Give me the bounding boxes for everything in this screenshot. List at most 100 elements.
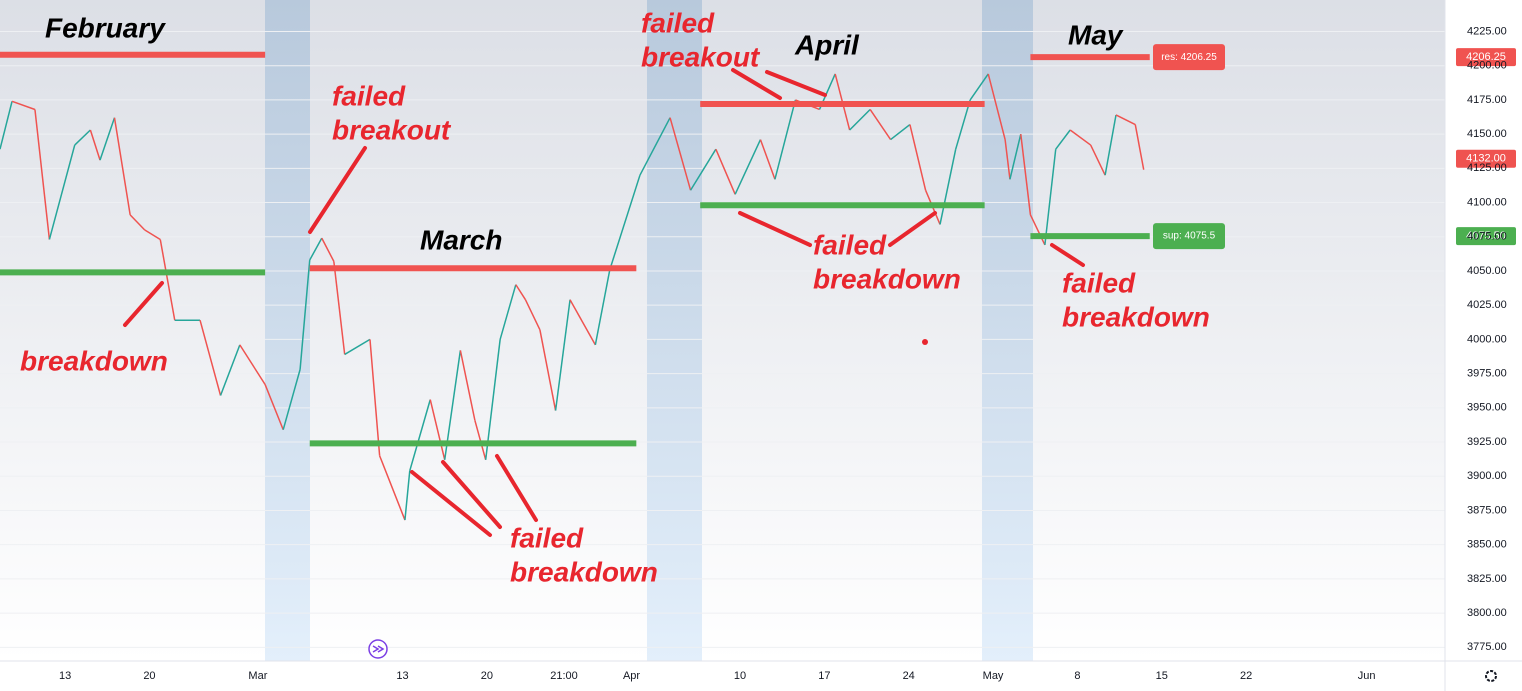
- marker-dot: [922, 339, 928, 345]
- month-band: [647, 0, 702, 661]
- price-segment: [734, 139, 762, 195]
- price-segment: [239, 344, 266, 385]
- axis-price-box: [1456, 48, 1516, 67]
- price-segment: [969, 73, 989, 101]
- price-segment: [219, 344, 241, 396]
- price-segment: [333, 261, 346, 355]
- price-segment: [869, 109, 892, 141]
- month-band: [265, 0, 310, 661]
- annotation: breakout: [641, 41, 761, 72]
- annotation: failed: [641, 7, 715, 38]
- x-tick-label: 17: [818, 670, 830, 682]
- month-band: [982, 0, 1033, 661]
- settings-icon[interactable]: [1485, 670, 1497, 682]
- price-segment: [429, 399, 446, 461]
- y-tick-label: 3850.00: [1467, 539, 1507, 551]
- price-segment: [774, 99, 797, 180]
- price-segment: [1029, 214, 1046, 246]
- price-segment: [11, 100, 36, 111]
- price-segment: [890, 123, 911, 141]
- y-tick-label: 4125.00: [1467, 162, 1507, 174]
- y-tick-label: 4100.00: [1467, 196, 1507, 208]
- price-segment: [0, 101, 13, 150]
- x-tick-label: 24: [903, 670, 915, 682]
- price-segment: [849, 108, 871, 131]
- price-segment: [594, 269, 611, 346]
- price-segment: [1069, 129, 1092, 146]
- price-segment: [459, 350, 476, 421]
- price-segment: [1020, 134, 1032, 215]
- y-tick-label: 4200.00: [1467, 60, 1507, 72]
- price-segment: [554, 299, 571, 411]
- price-segment: [321, 237, 335, 262]
- price-segment: [299, 259, 311, 370]
- price-segment: [1004, 139, 1011, 180]
- price-segment: [369, 339, 381, 456]
- price-segment: [409, 399, 431, 471]
- price-segment: [1115, 114, 1136, 126]
- y-tick-label: 3975.00: [1467, 368, 1507, 380]
- annotation: April: [794, 29, 860, 60]
- level-label: sup: 4075.5: [1163, 231, 1216, 242]
- price-segment: [484, 339, 501, 460]
- y-tick-label: 4225.00: [1467, 25, 1507, 37]
- price-segment: [34, 109, 51, 240]
- price-segment: [1134, 124, 1145, 170]
- price-segment: [282, 369, 301, 430]
- price-segment: [639, 117, 671, 176]
- annotation: failed: [1062, 267, 1136, 298]
- price-segment: [569, 299, 597, 346]
- price-segment: [1090, 144, 1106, 176]
- price-segment: [515, 284, 527, 301]
- annotation: breakdown: [1062, 301, 1210, 332]
- axis-price-label: 4206.25: [1466, 51, 1506, 63]
- price-segment: [199, 320, 222, 396]
- x-tick-label: 8: [1074, 670, 1080, 682]
- price-segment: [129, 214, 146, 231]
- annotation: failed: [510, 522, 584, 553]
- price-segment: [1044, 149, 1057, 246]
- price-segment: [715, 148, 736, 195]
- x-tick-label: 10: [734, 670, 746, 682]
- price-segment: [499, 284, 517, 340]
- price-segment: [89, 129, 101, 161]
- price-segment: [524, 299, 541, 331]
- price-segment: [539, 329, 557, 411]
- price-segment: [309, 237, 323, 261]
- price-segment: [1009, 133, 1022, 180]
- x-tick-label: 20: [143, 670, 155, 682]
- annotation: breakdown: [510, 556, 658, 587]
- annotation: March: [420, 224, 502, 255]
- y-tick-label: 4075.00: [1467, 231, 1507, 243]
- y-tick-label: 4050.00: [1467, 265, 1507, 277]
- price-segment: [1055, 129, 1071, 150]
- replay-icon-glyph: [372, 645, 385, 653]
- annotation: failed: [332, 80, 406, 111]
- y-tick-label: 3875.00: [1467, 504, 1507, 516]
- level-label-box: [1153, 223, 1225, 250]
- plot-background: [0, 0, 1445, 661]
- x-tick-label: 21:00: [550, 670, 578, 682]
- annotation: February: [45, 12, 166, 43]
- price-segment: [404, 470, 411, 521]
- level-label-box: [1153, 44, 1225, 71]
- price-segment: [159, 239, 176, 321]
- price-segment: [474, 419, 487, 461]
- price-segment: [669, 117, 692, 191]
- y-tick-label: 3925.00: [1467, 436, 1507, 448]
- axis-price-label: 4075.50: [1466, 230, 1506, 242]
- x-tick-label: Mar: [248, 670, 267, 682]
- price-segment: [99, 117, 116, 161]
- x-tick-label: May: [983, 670, 1004, 682]
- y-tick-label: 3900.00: [1467, 470, 1507, 482]
- price-segment: [939, 149, 957, 225]
- annotation: failed: [813, 229, 887, 260]
- price-segment: [344, 338, 371, 356]
- price-segment: [954, 99, 971, 150]
- price-segment: [987, 73, 1006, 140]
- annotation: breakdown: [813, 263, 961, 294]
- level-label: res: 4206.25: [1161, 52, 1217, 63]
- y-tick-label: 4025.00: [1467, 299, 1507, 311]
- price-segment: [609, 174, 641, 270]
